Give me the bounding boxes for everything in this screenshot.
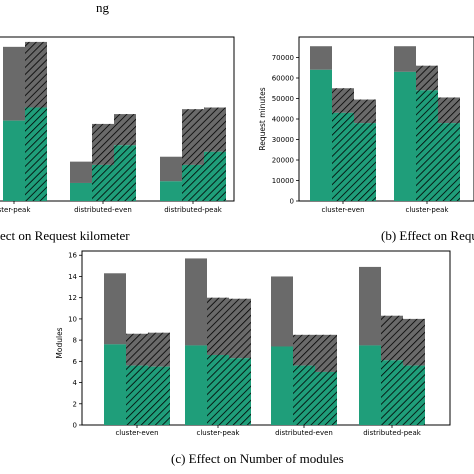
x-tick-label: cluster-peak	[406, 206, 450, 214]
x-tick-label: distributed-peak	[363, 429, 422, 437]
bar-hatch-overlay	[229, 298, 251, 425]
bar-lower-segment	[3, 120, 25, 201]
bar-hatch-overlay	[148, 332, 170, 425]
bar-hatch-overlay	[438, 97, 460, 201]
y-tick-label: 0	[73, 422, 77, 430]
bar-hatch-overlay	[293, 334, 315, 425]
bar-upper-segment	[394, 46, 416, 72]
y-tick-label: 2	[73, 400, 77, 408]
chart-panel-b: 0 10000 20000 30000 40000 50000 60000 70000 clu…	[258, 36, 474, 243]
x-tick-label: distributed-even	[74, 206, 132, 214]
bar-hatch-overlay	[204, 107, 226, 201]
x-tick-labels-b: cluster-even cluster-peak	[321, 201, 449, 214]
bars-group-a	[3, 41, 226, 201]
bar-hatch-overlay	[354, 99, 376, 201]
y-tick-label: 14	[68, 273, 77, 281]
bar-hatch-overlay	[114, 114, 136, 201]
y-tick-label: 10000	[272, 177, 294, 185]
y-tick-label: 40000	[272, 116, 294, 124]
bars-group-c	[104, 258, 425, 425]
caption-c: (c) Effect on Number of modules	[171, 451, 344, 466]
y-tick-label: 0	[290, 198, 294, 206]
x-tick-label: distributed-peak	[164, 206, 223, 214]
x-tick-label: cluster-even	[321, 206, 364, 214]
y-tick-label: 6	[73, 358, 78, 366]
bar-hatch-overlay	[315, 334, 337, 425]
x-tick-labels-a: ster-peak distributed-even distributed-pea…	[0, 201, 223, 214]
bar-upper-segment	[70, 161, 92, 183]
bar-hatch-overlay	[25, 41, 47, 201]
bar-upper-segment	[310, 46, 332, 70]
bar-upper-segment	[160, 156, 182, 182]
bar-upper-segment	[185, 258, 207, 346]
y-tick-label: 10	[68, 315, 77, 323]
bar-hatch-overlay	[332, 88, 354, 201]
y-tick-labels-b: 0 10000 20000 30000 40000 50000 60000 70000	[272, 54, 299, 206]
chart-panel-a: ster-peak distributed-even distributed-pea…	[0, 36, 235, 243]
caption-a: ect on Request kilometer	[0, 228, 130, 243]
bar-hatch-overlay	[126, 333, 148, 425]
header-fragment: ng	[96, 0, 110, 15]
bar-hatch-overlay	[92, 123, 114, 201]
bar-lower-segment	[271, 346, 293, 425]
bar-upper-segment	[271, 276, 293, 347]
bar-lower-segment	[359, 345, 381, 425]
y-tick-label: 70000	[272, 54, 294, 62]
plot-frame-c	[81, 250, 451, 426]
y-axis-label-c: Modules	[55, 327, 64, 358]
y-tick-label: 16	[68, 252, 77, 260]
y-tick-labels-c: 0 2 4 6 8 10 12 14 16	[68, 252, 82, 430]
bar-hatch-overlay	[403, 318, 425, 425]
x-tick-label: ster-peak	[0, 206, 31, 214]
bar-hatch-overlay	[416, 65, 438, 201]
bar-lower-segment	[104, 344, 126, 425]
caption-b: (b) Effect on Reque	[381, 228, 474, 243]
bar-lower-segment	[70, 182, 92, 201]
bars-group-b	[310, 46, 460, 201]
bar-upper-segment	[359, 266, 381, 346]
x-tick-label: distributed-even	[275, 429, 333, 437]
y-tick-label: 30000	[272, 136, 294, 144]
bar-upper-segment	[3, 46, 25, 121]
bar-upper-segment	[104, 273, 126, 345]
bar-hatch-overlay	[381, 315, 403, 425]
bar-hatch-overlay	[182, 109, 204, 201]
y-axis-label-b: Request minutes	[258, 87, 267, 150]
bar-hatch-overlay	[207, 297, 229, 425]
x-tick-label: cluster-peak	[197, 429, 241, 437]
y-tick-label: 12	[68, 294, 77, 302]
bar-lower-segment	[160, 181, 182, 201]
x-tick-labels-c: cluster-even cluster-peak distributed-even…	[115, 425, 422, 437]
chart-panel-c: 0 2 4 6 8 10 12 14 16 cluster-even cluster-peak di…	[55, 250, 451, 466]
x-tick-label: cluster-even	[115, 429, 158, 437]
y-tick-label: 8	[73, 337, 77, 345]
y-tick-label: 20000	[272, 157, 294, 165]
bar-lower-segment	[185, 345, 207, 425]
y-tick-label: 50000	[272, 95, 294, 103]
bar-lower-segment	[310, 69, 332, 201]
y-tick-label: 60000	[272, 75, 294, 83]
bar-lower-segment	[394, 71, 416, 201]
y-tick-label: 4	[73, 379, 78, 387]
